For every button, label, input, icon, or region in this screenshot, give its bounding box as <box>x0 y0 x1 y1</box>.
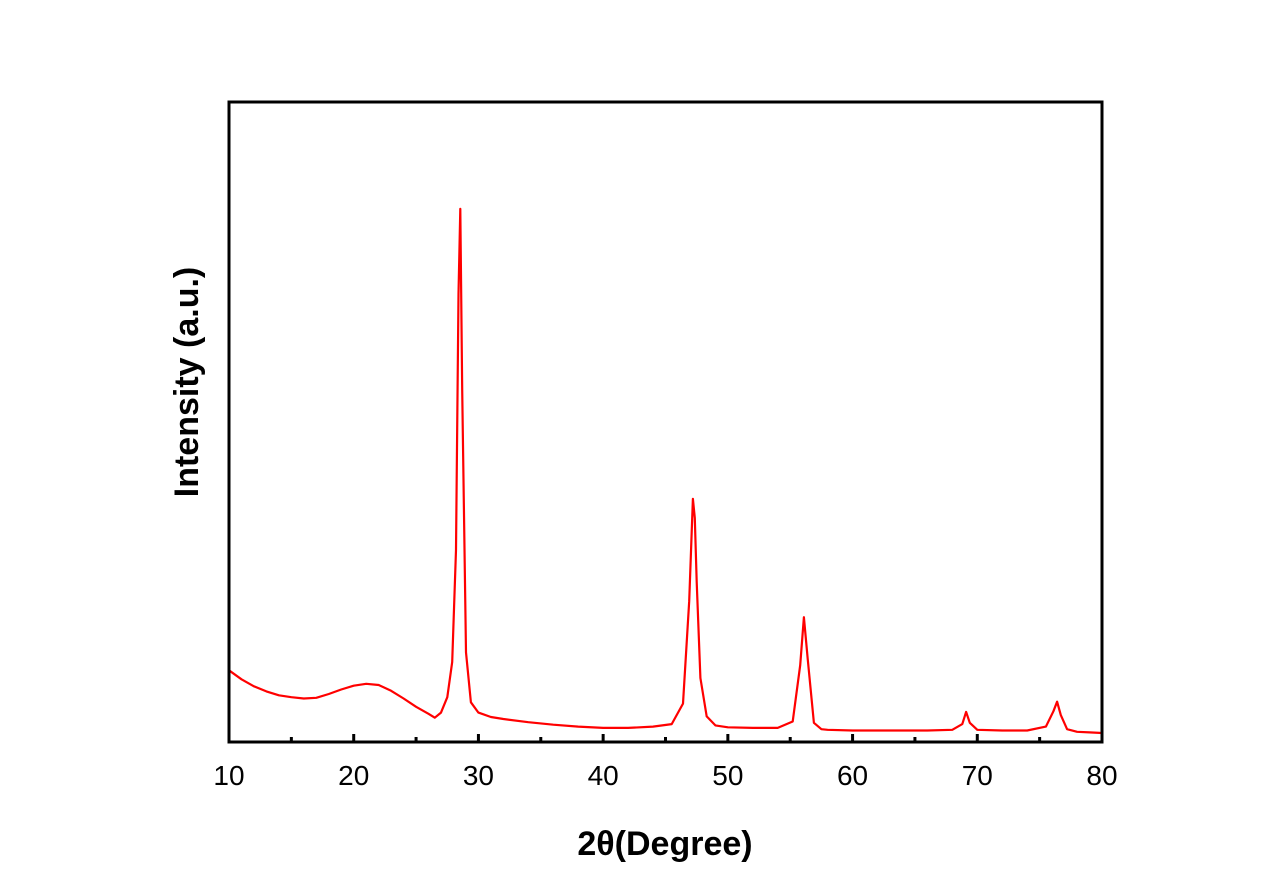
plot-frame <box>227 100 1104 744</box>
x-tick-label: 40 <box>588 760 619 791</box>
x-axis-title: 2θ(Degree) <box>577 825 752 863</box>
series-layer <box>228 207 1103 735</box>
x-tick-label: 60 <box>837 760 868 791</box>
x-tick-label: 30 <box>463 760 494 791</box>
series-line-0 <box>228 207 1103 735</box>
x-tick-label: 20 <box>338 760 369 791</box>
x-tick-label: 80 <box>1086 760 1117 791</box>
y-axis-title: Intensity (a.u.) <box>168 267 206 497</box>
x-tick-label: 70 <box>962 760 993 791</box>
x-tick-label: 10 <box>213 760 244 791</box>
x-ticks: 10 20 30 40 50 60 70 80 <box>213 734 1118 791</box>
x-tick-label: 50 <box>712 760 743 791</box>
